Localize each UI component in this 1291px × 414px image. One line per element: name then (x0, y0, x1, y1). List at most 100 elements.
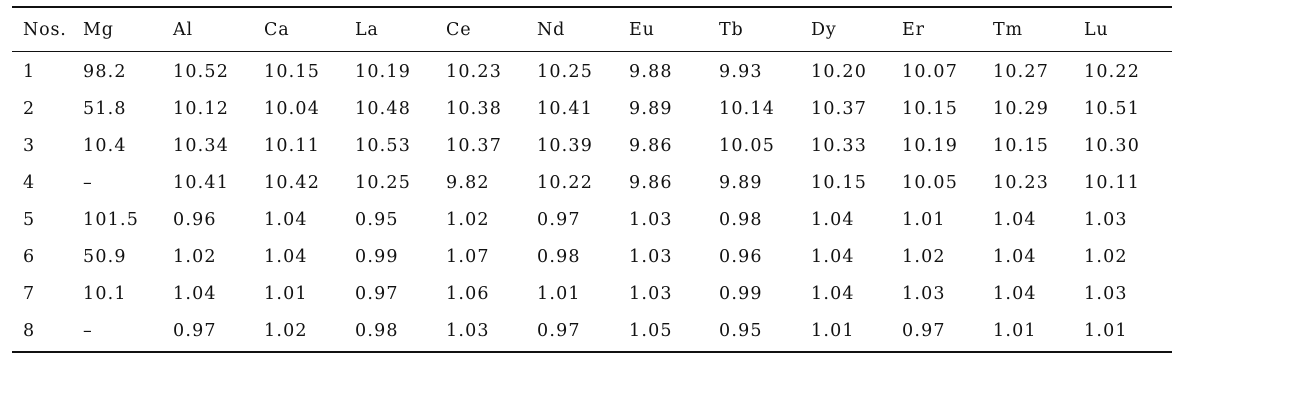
cell-tm: 1.04 (993, 283, 1037, 304)
cell-er: 10.07 (902, 61, 959, 82)
header-er: Er (902, 19, 925, 40)
cell-er: 10.15 (902, 98, 959, 119)
cell-ca: 1.04 (264, 246, 308, 267)
cell-tb: 9.89 (719, 172, 763, 193)
cell-eu: 1.05 (629, 320, 673, 341)
cell-al: 10.12 (173, 98, 230, 119)
cell-la: 10.19 (355, 61, 412, 82)
cell-tb: 0.99 (719, 283, 763, 304)
cell-ce: 9.82 (446, 172, 490, 193)
cell-er: 1.02 (902, 246, 946, 267)
cell-al: 0.97 (173, 320, 217, 341)
header-nos: Nos. (23, 19, 67, 40)
cell-la: 0.97 (355, 283, 399, 304)
cell-tb: 9.93 (719, 61, 763, 82)
cell-ce: 10.37 (446, 135, 503, 156)
cell-la: 0.99 (355, 246, 399, 267)
cell-nd: 1.01 (537, 283, 581, 304)
cell-nd: 10.41 (537, 98, 594, 119)
cell-mg: – (83, 172, 93, 193)
cell-ca: 10.11 (264, 135, 321, 156)
cell-er: 1.01 (902, 209, 946, 230)
cell-al: 10.41 (173, 172, 230, 193)
cell-la: 0.95 (355, 209, 399, 230)
cell-dy: 10.15 (811, 172, 868, 193)
cell-mg: 51.8 (83, 98, 127, 119)
cell-lu: 10.11 (1084, 172, 1141, 193)
cell-ca: 10.15 (264, 61, 321, 82)
cell-eu: 1.03 (629, 283, 673, 304)
table-row: 5 101.5 0.96 1.04 0.95 1.02 0.97 1.03 0.98 1.04 1.… (12, 201, 1172, 238)
cell-eu: 9.88 (629, 61, 673, 82)
cell-nd: 0.98 (537, 246, 581, 267)
cell-dy: 10.37 (811, 98, 868, 119)
cell-er: 10.05 (902, 172, 959, 193)
cell-lu: 1.03 (1084, 209, 1128, 230)
cell-tm: 1.04 (993, 209, 1037, 230)
cell-tm: 10.29 (993, 98, 1050, 119)
table-bottom-rule (12, 351, 1172, 353)
table-body: 1 98.2 10.52 10.15 10.19 10.23 10.25 9.88 9.93 10… (12, 52, 1172, 351)
cell-ca: 10.04 (264, 98, 321, 119)
cell-tm: 1.04 (993, 246, 1037, 267)
cell-mg: 10.1 (83, 283, 127, 304)
cell-ca: 1.01 (264, 283, 308, 304)
table-row: 8 – 0.97 1.02 0.98 1.03 0.97 1.05 0.95 1.01 0.97 1.… (12, 312, 1172, 349)
cell-ce: 1.02 (446, 209, 490, 230)
cell-lu: 1.02 (1084, 246, 1128, 267)
cell-ca: 1.02 (264, 320, 308, 341)
cell-eu: 1.03 (629, 246, 673, 267)
cell-la: 10.53 (355, 135, 412, 156)
header-la: La (355, 19, 379, 40)
cell-eu: 9.86 (629, 135, 673, 156)
table-top-rule (12, 6, 1172, 8)
table-row: 7 10.1 1.04 1.01 0.97 1.06 1.01 1.03 0.99 1.04 1.0… (12, 275, 1172, 312)
cell-nd: 0.97 (537, 320, 581, 341)
header-nd: Nd (537, 19, 566, 40)
cell-mg: – (83, 320, 93, 341)
cell-tm: 1.01 (993, 320, 1037, 341)
cell-er: 0.97 (902, 320, 946, 341)
table-row: 1 98.2 10.52 10.15 10.19 10.23 10.25 9.88 9.93 10… (12, 53, 1172, 90)
cell-dy: 1.04 (811, 209, 855, 230)
header-tm: Tm (993, 19, 1023, 40)
cell-mg: 98.2 (83, 61, 127, 82)
cell-dy: 1.04 (811, 283, 855, 304)
cell-eu: 9.86 (629, 172, 673, 193)
cell-tm: 10.23 (993, 172, 1050, 193)
cell-ce: 1.07 (446, 246, 490, 267)
cell-tm: 10.27 (993, 61, 1050, 82)
header-mg: Mg (83, 19, 114, 40)
cell-tb: 10.14 (719, 98, 776, 119)
cell-al: 10.34 (173, 135, 230, 156)
cell-eu: 9.89 (629, 98, 673, 119)
cell-nos: 5 (23, 209, 36, 230)
table-header-rule (12, 51, 1172, 52)
cell-al: 1.04 (173, 283, 217, 304)
cell-ca: 1.04 (264, 209, 308, 230)
cell-tb: 0.96 (719, 246, 763, 267)
cell-tm: 10.15 (993, 135, 1050, 156)
cell-lu: 1.01 (1084, 320, 1128, 341)
cell-nos: 3 (23, 135, 36, 156)
cell-lu: 10.51 (1084, 98, 1141, 119)
cell-tb: 0.98 (719, 209, 763, 230)
cell-ce: 10.38 (446, 98, 503, 119)
cell-mg: 50.9 (83, 246, 127, 267)
header-al: Al (173, 19, 193, 40)
cell-nd: 10.39 (537, 135, 594, 156)
cell-ce: 1.06 (446, 283, 490, 304)
cell-dy: 1.04 (811, 246, 855, 267)
cell-eu: 1.03 (629, 209, 673, 230)
header-ce: Ce (446, 19, 472, 40)
header-lu: Lu (1084, 19, 1109, 40)
header-ca: Ca (264, 19, 290, 40)
cell-al: 10.52 (173, 61, 230, 82)
cell-nos: 6 (23, 246, 36, 267)
cell-nd: 10.22 (537, 172, 594, 193)
cell-dy: 1.01 (811, 320, 855, 341)
cell-la: 0.98 (355, 320, 399, 341)
cell-dy: 10.33 (811, 135, 868, 156)
cell-ce: 10.23 (446, 61, 503, 82)
table-row: 2 51.8 10.12 10.04 10.48 10.38 10.41 9.89 10.14 1… (12, 90, 1172, 127)
